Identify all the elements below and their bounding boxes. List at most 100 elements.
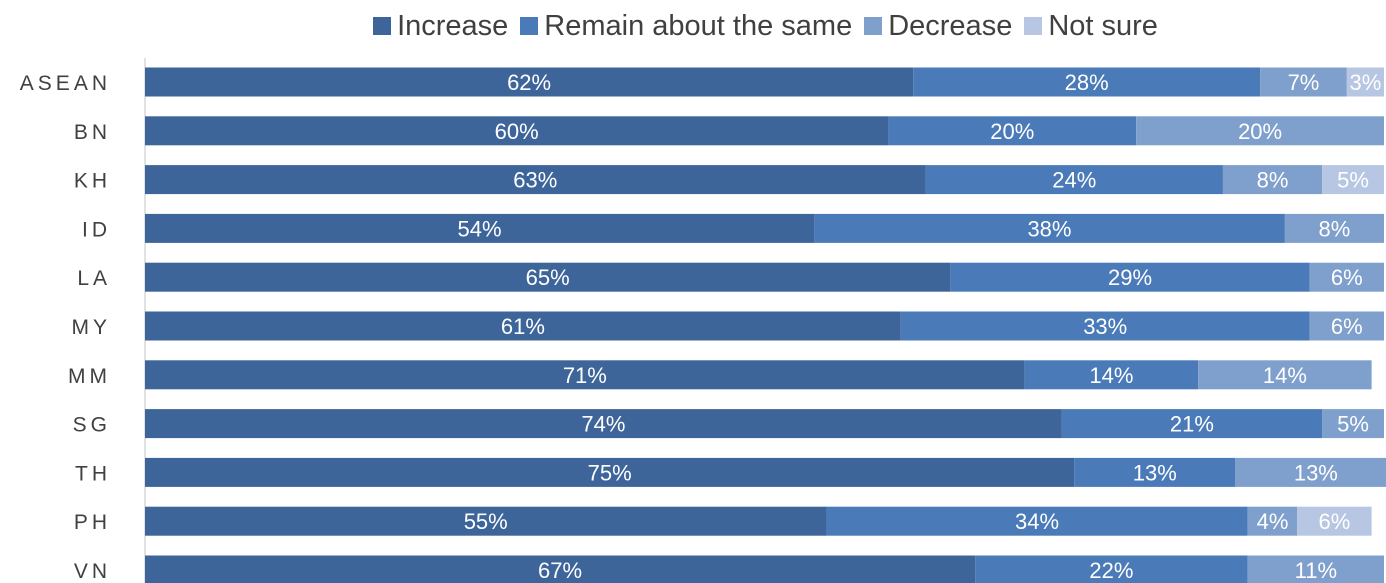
bar-segment-decrease (1309, 311, 1384, 341)
data-label: 6% (1331, 265, 1363, 290)
data-label: 71% (563, 363, 607, 388)
data-label: 20% (990, 119, 1034, 144)
bar-row-asean: ASEAN 62% 28% 7% 3% (20, 67, 1384, 97)
data-label: 5% (1337, 168, 1369, 193)
bar-segment-remain-about-the-same (900, 311, 1310, 341)
legend-label: Not sure (1048, 9, 1158, 42)
legend-item-increase: Increase (373, 10, 508, 43)
data-label: 4% (1257, 509, 1289, 534)
data-label: 13% (1133, 460, 1177, 485)
data-label: 75% (588, 460, 632, 485)
bar-segment-increase (145, 67, 914, 97)
bar-row-id: ID 54% 38% 8% (82, 213, 1384, 243)
data-label: 8% (1319, 216, 1351, 241)
bar-segment-remain-about-the-same (1074, 457, 1236, 487)
bar-segment-not-sure (1346, 67, 1384, 97)
data-label: 65% (526, 265, 570, 290)
bar-segment-increase (145, 360, 1025, 390)
legend-label: Decrease (888, 9, 1013, 42)
legend-swatch (373, 17, 392, 35)
category-label: ID (82, 218, 111, 241)
bar-segment-not-sure (1322, 165, 1384, 195)
bar-segment-decrease (1235, 457, 1386, 487)
category-label: TH (75, 462, 111, 485)
bar-segment-increase (145, 409, 1062, 439)
data-label: 60% (495, 119, 539, 144)
data-label: 29% (1108, 265, 1152, 290)
legend-swatch (520, 17, 539, 35)
category-label: SG (73, 414, 111, 437)
bar-segment-decrease (1284, 213, 1384, 243)
data-label: 14% (1089, 363, 1133, 388)
data-label: 5% (1337, 412, 1369, 437)
legend-label: Increase (397, 9, 509, 42)
data-label: 8% (1257, 168, 1289, 193)
data-label: 3% (1350, 70, 1382, 95)
bar-segment-increase (145, 311, 901, 341)
legend-item-decrease: Decrease (864, 10, 1012, 43)
data-label: 13% (1294, 460, 1338, 485)
bar-segment-decrease (1260, 67, 1347, 97)
bar-segment-not-sure (1297, 506, 1372, 536)
bar-segment-decrease (1322, 409, 1384, 439)
category-label: PH (74, 511, 111, 534)
bar-segment-decrease (1247, 506, 1298, 536)
bar-segment-increase (145, 555, 976, 583)
data-label: 63% (513, 168, 557, 193)
data-label: 20% (1238, 119, 1282, 144)
data-label: 55% (464, 509, 508, 534)
chart-legend: Increase Remain about the same Decrease Not… (0, 6, 1386, 46)
data-label: 74% (581, 412, 625, 437)
bar-row-la: LA 65% 29% 6% (77, 262, 1384, 292)
data-label: 24% (1052, 168, 1096, 193)
bar-segment-increase (145, 116, 889, 146)
bar-segment-remain-about-the-same (1024, 360, 1199, 390)
category-label: VN (74, 560, 111, 583)
category-label: BN (74, 121, 111, 144)
bar-segment-remain-about-the-same (888, 116, 1137, 146)
legend-label: Remain about the same (544, 9, 853, 42)
bar-row-ph: PH 55% 34% 4% 6% (74, 506, 1372, 536)
data-label: 7% (1288, 70, 1320, 95)
category-label: MM (68, 365, 111, 388)
bar-row-vn: VN 67% 22% 11% (74, 555, 1384, 583)
data-label: 14% (1263, 363, 1307, 388)
bar-segment-decrease (1247, 555, 1384, 583)
category-label: ASEAN (20, 72, 111, 95)
data-label: 6% (1319, 509, 1351, 534)
bar-row-sg: SG 74% 21% 5% (73, 409, 1384, 439)
bar-segment-decrease (1222, 165, 1323, 195)
data-label: 54% (458, 216, 502, 241)
bar-segment-remain-about-the-same (975, 555, 1248, 583)
bar-segment-remain-about-the-same (913, 67, 1261, 97)
bar-segment-remain-about-the-same (814, 213, 1285, 243)
data-label: 22% (1089, 558, 1133, 583)
legend-item-remain-about-the-same: Remain about the same (520, 10, 852, 43)
bar-segment-remain-about-the-same (925, 165, 1223, 195)
bar-row-th: TH 75% 13% 13% (75, 457, 1386, 487)
legend-item-not-sure: Not sure (1024, 10, 1158, 43)
data-label: 67% (538, 558, 582, 583)
bar-segment-increase (145, 506, 827, 536)
data-label: 21% (1170, 412, 1214, 437)
data-label: 33% (1083, 314, 1127, 339)
legend-swatch (864, 17, 883, 35)
bar-segment-decrease (1136, 116, 1384, 146)
bar-segment-remain-about-the-same (826, 506, 1248, 536)
data-label: 38% (1027, 216, 1071, 241)
data-label: 61% (501, 314, 545, 339)
bar-row-kh: KH 63% 24% 8% 5% (74, 165, 1384, 195)
data-label: 6% (1331, 314, 1363, 339)
category-label: MY (72, 316, 112, 339)
bar-segment-increase (145, 213, 815, 243)
bar-row-mm: MM 71% 14% 14% (68, 360, 1372, 390)
bar-segment-increase (145, 165, 926, 195)
bar-segment-increase (145, 262, 951, 292)
data-label: 62% (507, 70, 551, 95)
bar-segment-remain-about-the-same (1061, 409, 1323, 439)
data-label: 11% (1295, 558, 1337, 583)
category-label: LA (77, 267, 111, 290)
bar-segment-decrease (1309, 262, 1384, 292)
bar-row-bn: BN 60% 20% 20% (74, 116, 1384, 146)
